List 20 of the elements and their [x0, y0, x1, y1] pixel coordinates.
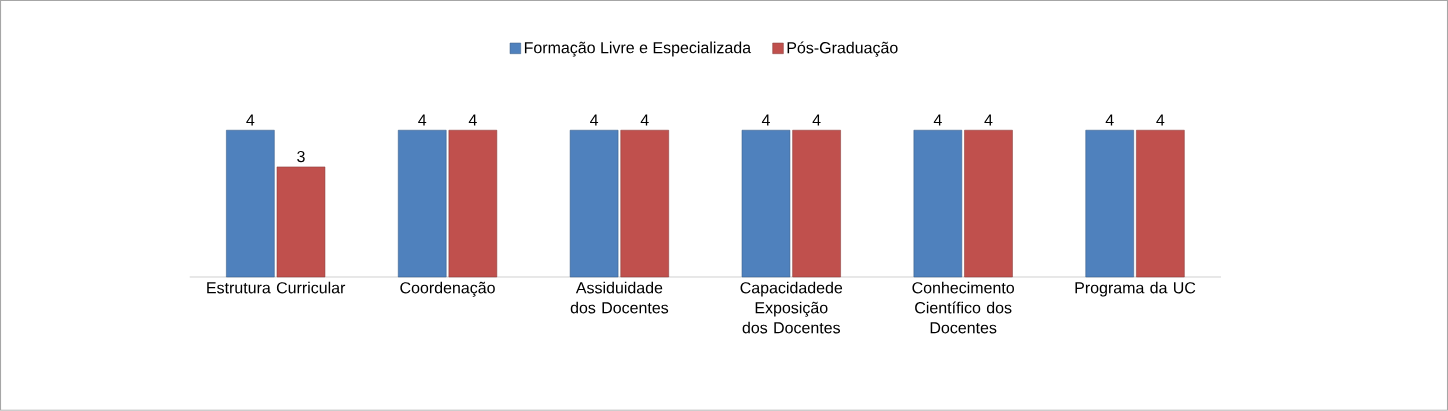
data-label: 4 [812, 114, 821, 126]
x-tick-label: Estrutura Curricular [207, 281, 346, 294]
data-label: 4 [761, 114, 770, 126]
data-label: 4 [640, 114, 649, 126]
data-label: 4 [590, 114, 599, 126]
data-label: 3 [297, 151, 305, 163]
x-tick-label: Assiduidade dos Docentes [570, 281, 669, 314]
legend-label: Pós-Graduação [787, 41, 898, 57]
legend-label: Formação Livre e Especializada [524, 41, 752, 57]
x-tick-label: Conhecimento Científico dos Docentes [912, 281, 1015, 334]
data-label: 4 [418, 114, 427, 126]
data-label: 4 [984, 114, 993, 126]
data-label: 4 [468, 114, 477, 126]
data-label: 4 [246, 114, 255, 126]
data-label: 4 [933, 114, 942, 126]
x-tick-label: Coordenação [400, 281, 495, 297]
x-tick-label: Capacidadede Exposição dos Docentes [740, 281, 843, 334]
data-label: 4 [1105, 114, 1114, 126]
data-label: 4 [1156, 114, 1165, 126]
x-tick-label: Programa da UC [1075, 281, 1196, 297]
